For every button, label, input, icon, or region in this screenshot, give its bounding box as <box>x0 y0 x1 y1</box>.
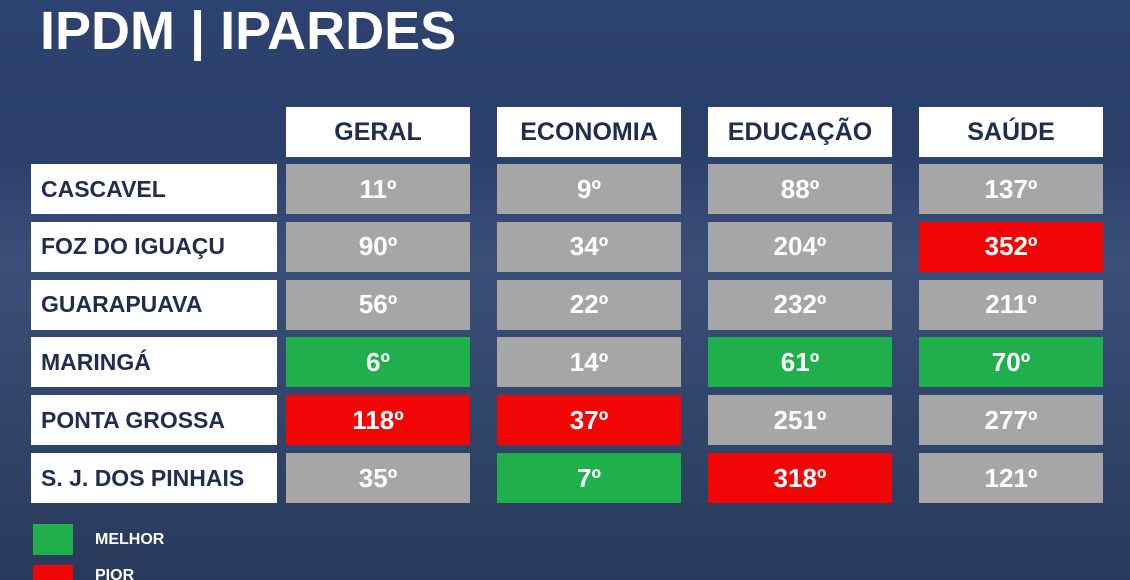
rank-cell: 204º <box>708 221 892 272</box>
legend-swatch <box>33 524 73 555</box>
rank-cell: 277º <box>919 395 1103 446</box>
rank-cell: 9º <box>497 164 681 214</box>
rank-cell: 118º <box>286 395 470 446</box>
legend-label: MELHOR <box>95 531 165 548</box>
row-label: FOZ DO IGUAÇU <box>31 221 277 272</box>
rank-cell: 211º <box>919 279 1103 330</box>
column-header: GERAL <box>286 107 470 157</box>
rank-cell: 232º <box>708 279 892 330</box>
rank-cell: 352º <box>919 221 1103 272</box>
rank-cell: 7º <box>497 453 681 503</box>
rank-cell: 11º <box>286 164 470 214</box>
title: IPDM | IPARDES <box>40 1 457 61</box>
rank-cell: 34º <box>497 221 681 272</box>
legend-label: PIOR <box>95 567 135 580</box>
rank-cell: 37º <box>497 395 681 446</box>
rank-cell: 6º <box>286 337 470 388</box>
rank-cell: 88º <box>708 164 892 214</box>
rank-cell: 22º <box>497 279 681 330</box>
legend-swatch <box>33 565 73 580</box>
rank-cell: 121º <box>919 453 1103 503</box>
row-label: GUARAPUAVA <box>31 279 277 330</box>
column-header: ECONOMIA <box>497 107 681 157</box>
row-label: S. J. DOS PINHAIS <box>31 453 277 503</box>
rank-cell: 14º <box>497 337 681 388</box>
rank-cell: 56º <box>286 279 470 330</box>
row-label: MARINGÁ <box>31 337 277 388</box>
rank-cell: 61º <box>708 337 892 388</box>
row-label: PONTA GROSSA <box>31 395 277 446</box>
rank-cell: 251º <box>708 395 892 446</box>
rank-cell: 90º <box>286 221 470 272</box>
column-header: SAÚDE <box>919 107 1103 157</box>
column-header: EDUCAÇÃO <box>708 107 892 157</box>
rank-cell: 35º <box>286 453 470 503</box>
row-label: CASCAVEL <box>31 164 277 214</box>
rank-cell: 70º <box>919 337 1103 388</box>
rank-cell: 318º <box>708 453 892 503</box>
rank-cell: 137º <box>919 164 1103 214</box>
